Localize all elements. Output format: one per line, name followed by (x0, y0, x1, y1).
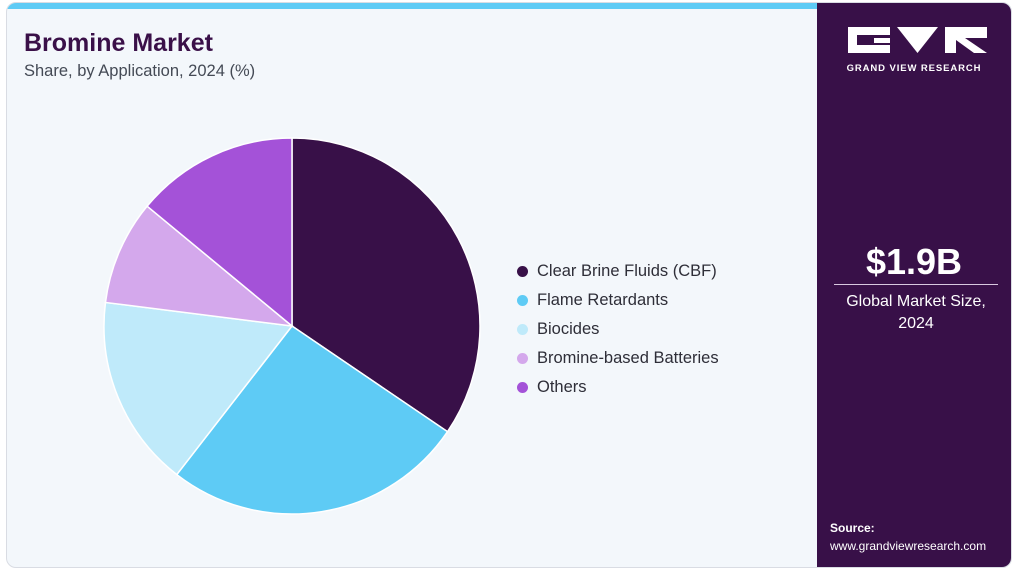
pie-slice-clear-brine-fluids-cbf (291, 137, 481, 433)
chart-legend: Clear Brine Fluids (CBF) Flame Retardants… (517, 257, 719, 402)
pie-chart (103, 137, 481, 515)
pie-slice-others (146, 137, 293, 328)
chart-subtitle: Share, by Application, 2024 (%) (24, 62, 256, 80)
legend-label: Flame Retardants (537, 291, 669, 309)
legend-item: Bromine-based Batteries (517, 344, 719, 373)
source-url[interactable]: www.grandviewresearch.com (830, 539, 987, 553)
accent-bar (7, 3, 817, 9)
market-size-label: Global Market Size, 2024 (846, 293, 986, 332)
pie-slice-bromine-based-batteries (104, 205, 295, 328)
legend-swatch (517, 382, 528, 393)
report-card: Bromine Market Share, by Application, 20… (6, 2, 1012, 568)
market-size-value: $1.9B (865, 241, 963, 282)
source-label: Source: (830, 521, 875, 535)
legend-item: Biocides (517, 315, 719, 344)
legend-swatch (517, 295, 528, 306)
legend-swatch (517, 353, 528, 364)
brand-name: GRAND VIEW RESEARCH (846, 63, 982, 74)
legend-swatch (517, 324, 528, 335)
legend-item: Others (517, 373, 719, 402)
legend-item: Flame Retardants (517, 286, 719, 315)
chart-title: Bromine Market (24, 29, 213, 57)
legend-swatch (517, 266, 528, 277)
divider (834, 284, 998, 285)
grand-view-research-logo-icon (848, 27, 987, 53)
pie-slice-flame-retardants (175, 324, 449, 515)
legend-label: Bromine-based Batteries (537, 349, 719, 367)
legend-label: Biocides (537, 320, 600, 338)
legend-label: Others (537, 378, 587, 396)
legend-label: Clear Brine Fluids (CBF) (537, 262, 717, 280)
sidebar: GRAND VIEW RESEARCH $1.9B Global Market … (817, 3, 1011, 567)
legend-item: Clear Brine Fluids (CBF) (517, 257, 719, 286)
chart-panel: Bromine Market Share, by Application, 20… (7, 3, 817, 567)
pie-slice-biocides (103, 301, 294, 476)
